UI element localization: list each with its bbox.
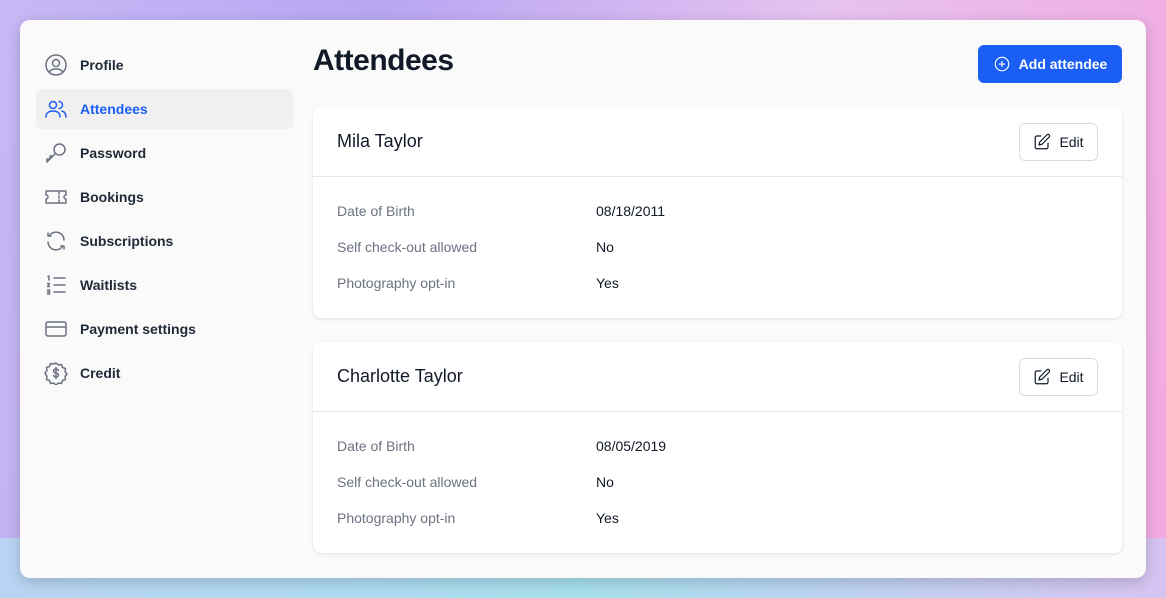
window: Profile Attendees Password Bookings Subs… bbox=[20, 20, 1146, 578]
detail-label: Date of Birth bbox=[337, 203, 415, 219]
card-header: Mila Taylor Edit bbox=[313, 107, 1122, 177]
add-button[interactable]: Add attendee bbox=[978, 45, 1122, 83]
nav-label: Attendees bbox=[80, 101, 148, 117]
nav-item[interactable]: Waitlists bbox=[36, 265, 293, 305]
sidebar: Profile Attendees Password Bookings Subs… bbox=[36, 45, 293, 397]
nav-label: Payment settings bbox=[80, 321, 196, 337]
detail-value: No bbox=[596, 474, 614, 490]
details: Date of Birth 08/18/2011 Self check-out al… bbox=[313, 177, 1122, 301]
detail-label: Date of Birth bbox=[337, 438, 415, 454]
attendee-card: Charlotte Taylor Edit Date of Birth 08/05/2… bbox=[313, 342, 1122, 553]
attendee-name: Charlotte Taylor bbox=[337, 366, 463, 386]
nav-item[interactable]: Profile bbox=[36, 45, 293, 85]
detail-label: Self check-out allowed bbox=[337, 474, 478, 490]
nav-label: Profile bbox=[80, 57, 124, 73]
edit-icon bbox=[1035, 368, 1051, 384]
page-title: Attendees bbox=[313, 44, 454, 77]
details: Date of Birth 08/05/2019 Self check-out al… bbox=[313, 412, 1122, 536]
nav-item[interactable]: Credit bbox=[36, 353, 293, 393]
detail-row: Photography opt-in Yes bbox=[313, 265, 1122, 301]
button-label: Add attendee bbox=[1018, 56, 1108, 72]
detail-value: No bbox=[596, 239, 614, 255]
nav-label: Credit bbox=[80, 365, 121, 381]
detail-row: Photography opt-in Yes bbox=[313, 500, 1122, 536]
detail-label: Photography opt-in bbox=[337, 510, 456, 526]
nav-item[interactable]: Password bbox=[36, 133, 293, 173]
detail-row: Self check-out allowed No bbox=[313, 464, 1122, 500]
attendee-card: Mila Taylor Edit Date of Birth 08/18/2011 Se… bbox=[313, 107, 1122, 318]
nav-label: Waitlists bbox=[80, 277, 138, 293]
nav-item[interactable]: Subscriptions bbox=[36, 221, 293, 261]
nav-label: Bookings bbox=[80, 189, 144, 205]
detail-value: 08/18/2011 bbox=[596, 203, 666, 219]
detail-row: Date of Birth 08/18/2011 bbox=[313, 193, 1122, 229]
card-header: Charlotte Taylor Edit bbox=[313, 342, 1122, 412]
nav-label: Password bbox=[80, 145, 147, 161]
edit-button[interactable]: Edit bbox=[1019, 122, 1098, 161]
detail-label: Photography opt-in bbox=[337, 275, 456, 291]
attendee-name: Mila Taylor bbox=[337, 131, 423, 151]
detail-value: Yes bbox=[596, 275, 619, 291]
edit-button[interactable]: Edit bbox=[1019, 357, 1098, 396]
edit-icon bbox=[1035, 133, 1051, 149]
detail-value: Yes bbox=[596, 510, 619, 526]
nav-label: Subscriptions bbox=[80, 233, 174, 249]
detail-row: Date of Birth 08/05/2019 bbox=[313, 428, 1122, 464]
nav-item[interactable]: Attendees bbox=[36, 89, 293, 129]
edit-label: Edit bbox=[1059, 368, 1084, 385]
nav-item[interactable]: Payment settings bbox=[36, 309, 293, 349]
nav-item[interactable]: Bookings bbox=[36, 177, 293, 217]
edit-label: Edit bbox=[1059, 133, 1084, 150]
detail-label: Self check-out allowed bbox=[337, 239, 478, 255]
detail-row: Self check-out allowed No bbox=[313, 229, 1122, 265]
detail-value: 08/05/2019 bbox=[596, 438, 667, 454]
